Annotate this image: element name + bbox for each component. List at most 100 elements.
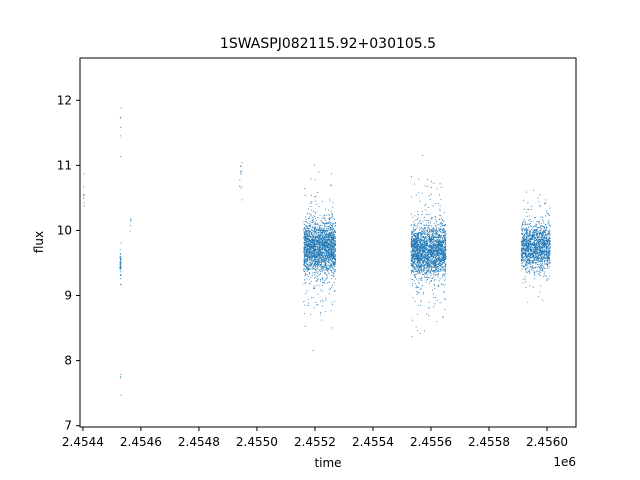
data-point (436, 269, 438, 271)
data-point (318, 237, 320, 239)
data-point (528, 233, 530, 235)
data-point (314, 254, 316, 256)
data-point (415, 241, 417, 243)
data-point (319, 228, 321, 229)
data-point (315, 235, 316, 237)
data-point (311, 252, 313, 254)
data-point (425, 255, 427, 257)
data-point (335, 244, 337, 246)
data-point (535, 234, 537, 236)
data-point (441, 269, 443, 271)
data-point (414, 242, 416, 244)
data-point (440, 242, 442, 244)
data-point (417, 259, 419, 261)
data-point (329, 281, 330, 283)
data-point (315, 260, 317, 262)
data-point (445, 273, 447, 275)
data-point (429, 263, 431, 265)
data-point (413, 254, 415, 256)
data-point (418, 282, 420, 284)
data-point (316, 278, 318, 280)
data-point (439, 235, 441, 237)
data-point (410, 259, 412, 261)
data-point (443, 259, 445, 261)
data-point (320, 224, 321, 226)
data-point (312, 272, 314, 274)
data-point (334, 290, 336, 291)
data-point (303, 228, 305, 230)
data-point (444, 238, 446, 240)
data-point (313, 260, 315, 262)
data-point (428, 263, 430, 265)
data-point (320, 237, 322, 239)
data-point (442, 244, 443, 246)
data-point (315, 265, 316, 267)
data-point (417, 240, 419, 242)
data-point (444, 249, 446, 251)
data-point (315, 266, 317, 268)
data-point (318, 249, 320, 251)
data-point (440, 252, 442, 254)
data-point (319, 256, 321, 258)
data-point (432, 271, 434, 273)
data-point (305, 235, 307, 237)
data-point (330, 251, 332, 253)
data-point (327, 261, 328, 263)
data-point (413, 263, 415, 265)
data-point (333, 257, 335, 259)
data-point (419, 257, 421, 258)
data-point (327, 241, 328, 243)
data-point (427, 250, 429, 252)
data-point (312, 239, 314, 241)
data-point (434, 231, 436, 233)
data-point (418, 249, 420, 251)
data-point (322, 261, 324, 263)
data-point (424, 252, 426, 254)
data-point (413, 274, 415, 276)
data-point (435, 225, 437, 227)
data-point (426, 268, 428, 270)
data-point (425, 267, 427, 269)
data-point (441, 252, 443, 254)
data-point (412, 265, 414, 267)
data-point (434, 269, 436, 271)
data-point (429, 258, 431, 260)
data-point (332, 228, 334, 230)
data-point (412, 246, 414, 247)
data-point (437, 246, 439, 248)
data-point (423, 219, 425, 221)
data-point (334, 263, 336, 265)
data-point (433, 255, 435, 257)
data-point (240, 173, 242, 175)
data-point (328, 265, 330, 267)
data-point (428, 272, 430, 274)
data-point (312, 242, 314, 244)
data-point (441, 223, 443, 225)
data-point (423, 240, 425, 242)
data-point (321, 221, 323, 223)
data-point (321, 229, 323, 231)
data-point (414, 225, 416, 227)
data-point (419, 255, 421, 257)
data-point (545, 268, 547, 270)
data-point (320, 232, 322, 234)
data-point (329, 245, 331, 247)
data-point (444, 265, 446, 267)
data-point (306, 290, 308, 292)
data-point (120, 284, 122, 286)
data-point (436, 238, 438, 240)
data-point (303, 263, 305, 265)
data-point (326, 247, 328, 249)
data-point (325, 230, 326, 231)
data-point (412, 266, 414, 268)
data-point (429, 247, 431, 249)
data-point (422, 236, 424, 238)
data-point (315, 254, 317, 256)
data-point (434, 236, 436, 238)
data-point (426, 244, 428, 246)
data-point (312, 234, 314, 236)
data-point (320, 234, 322, 236)
data-point (414, 261, 416, 263)
data-point (445, 267, 447, 269)
data-point (435, 254, 436, 256)
